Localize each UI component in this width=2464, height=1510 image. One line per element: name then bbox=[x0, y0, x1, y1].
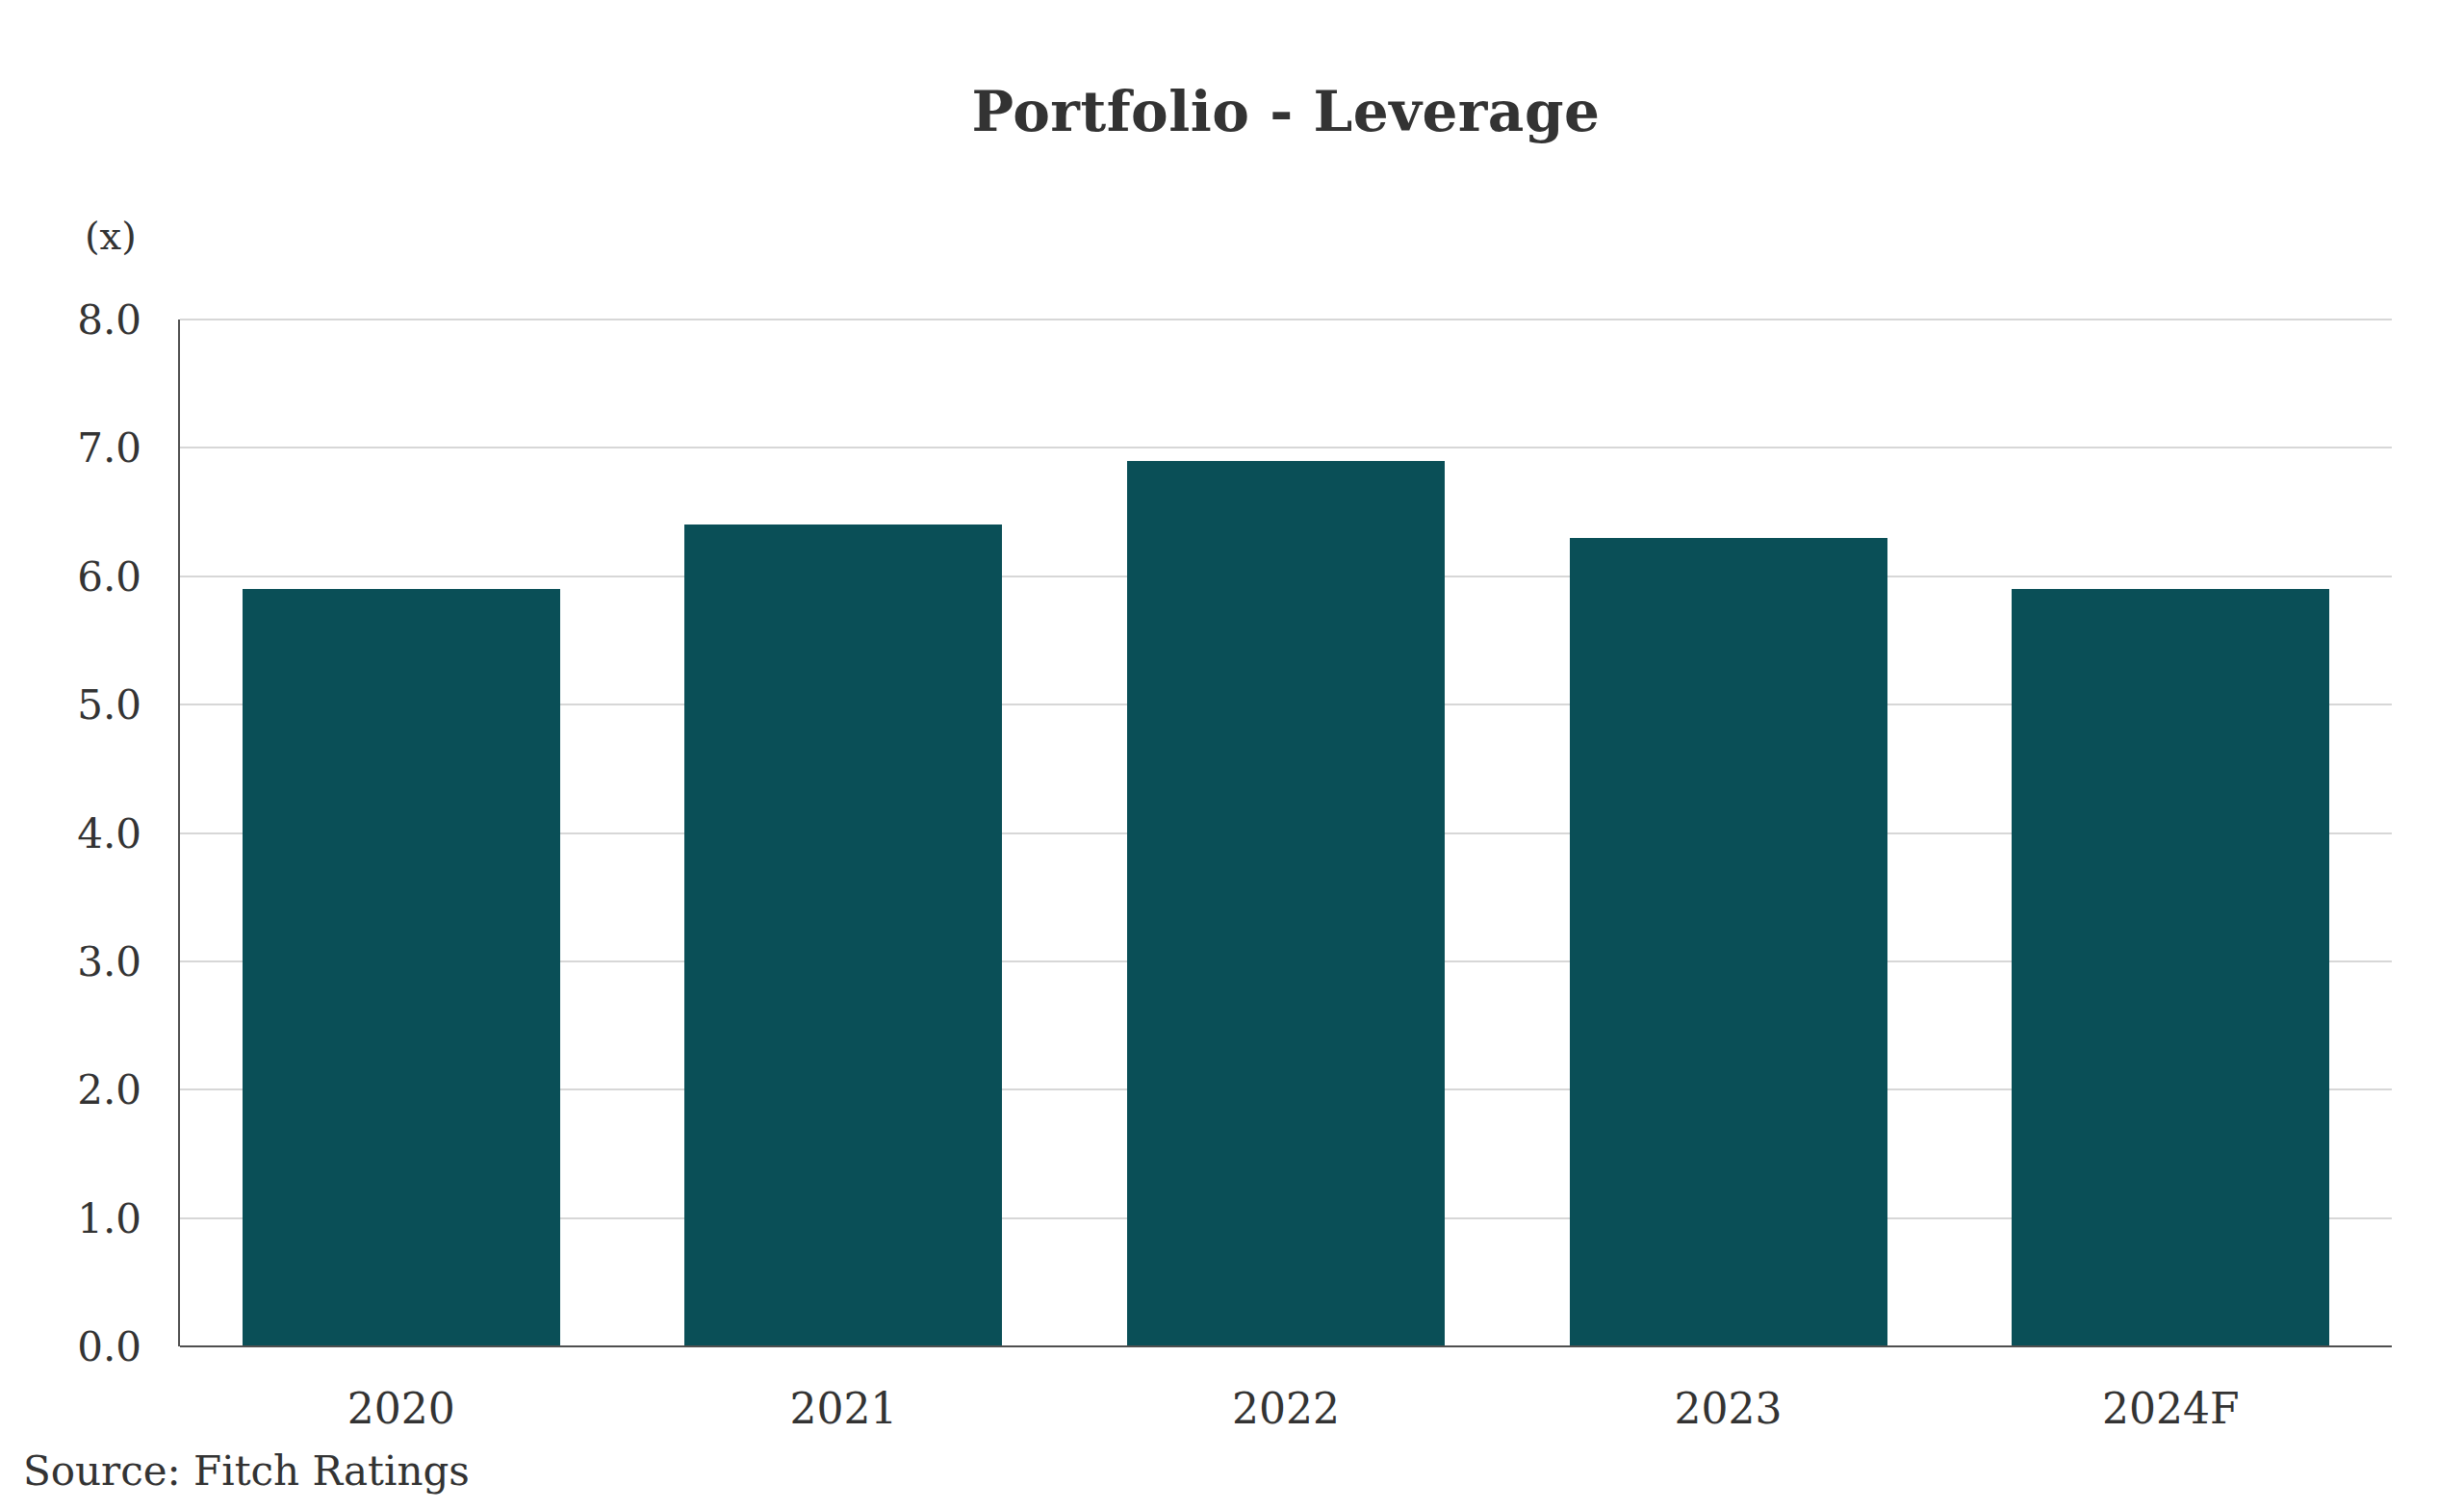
gridline-7.0 bbox=[180, 447, 2392, 448]
x-tick-label-2021: 2021 bbox=[622, 1384, 1065, 1433]
y-tick-label-8.0: 8.0 bbox=[0, 296, 141, 344]
y-tick-label-6.0: 6.0 bbox=[0, 552, 141, 600]
x-tick-label-2023: 2023 bbox=[1507, 1384, 1950, 1433]
x-tick-label-2022: 2022 bbox=[1065, 1384, 1507, 1433]
y-tick-label-5.0: 5.0 bbox=[0, 681, 141, 729]
y-tick-label-7.0: 7.0 bbox=[0, 424, 141, 472]
y-axis-line bbox=[178, 320, 180, 1346]
y-tick-label-0.0: 0.0 bbox=[0, 1323, 141, 1370]
bar-2022 bbox=[1127, 461, 1445, 1346]
bar-2023 bbox=[1570, 538, 1887, 1346]
y-tick-label-3.0: 3.0 bbox=[0, 937, 141, 985]
y-tick-label-1.0: 1.0 bbox=[0, 1194, 141, 1241]
bar-2020 bbox=[243, 589, 560, 1346]
y-tick-label-4.0: 4.0 bbox=[0, 809, 141, 857]
x-axis-baseline bbox=[180, 1345, 2392, 1347]
x-tick-label-2020: 2020 bbox=[180, 1384, 623, 1433]
plot-area bbox=[180, 320, 2392, 1346]
gridline-8.0 bbox=[180, 319, 2392, 320]
bar-2021 bbox=[684, 525, 1002, 1346]
y-axis-unit-label: (x) bbox=[85, 214, 137, 258]
chart-figure: Portfolio - Leverage (x) Source: Fitch R… bbox=[0, 0, 2464, 1510]
x-tick-label-2024F: 2024F bbox=[1949, 1384, 2392, 1433]
chart-title: Portfolio - Leverage bbox=[180, 79, 2392, 144]
source-note: Source: Fitch Ratings bbox=[23, 1447, 470, 1495]
bar-2024F bbox=[2012, 589, 2329, 1346]
y-tick-label-2.0: 2.0 bbox=[0, 1066, 141, 1113]
